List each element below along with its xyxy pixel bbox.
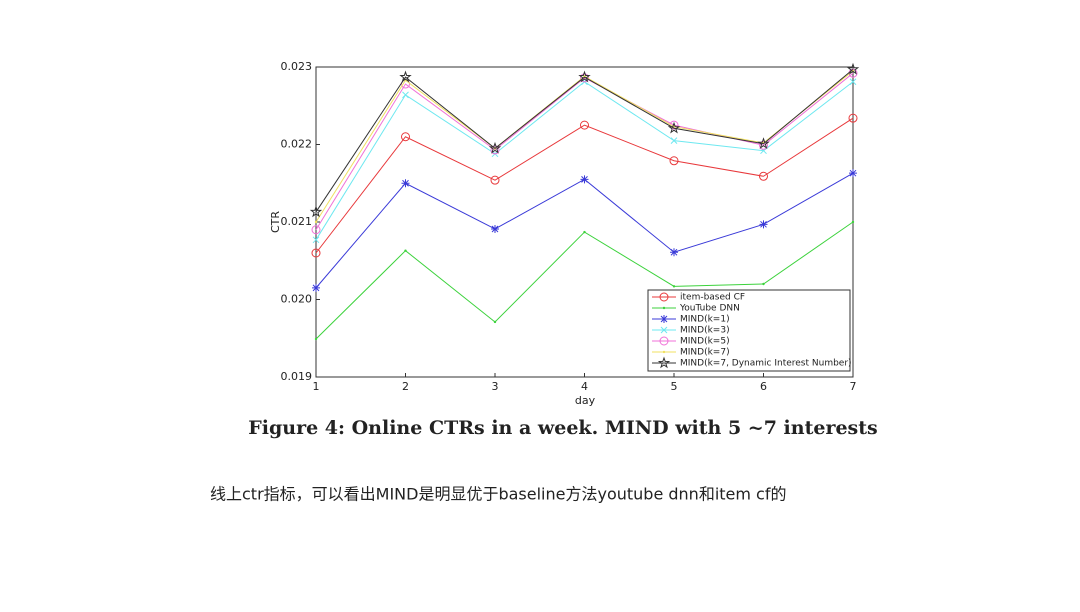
marker: [662, 350, 666, 354]
marker: [672, 285, 676, 288]
marker: [401, 132, 410, 142]
marker: [309, 205, 323, 218]
marker: [583, 230, 586, 234]
x-tick-label: 6: [760, 380, 767, 393]
marker: [399, 70, 412, 83]
x-tick-label: 1: [313, 380, 320, 393]
marker: [846, 62, 860, 75]
marker: [312, 236, 320, 244]
marker: [493, 320, 497, 324]
marker: [488, 141, 502, 154]
x-tick-label: 4: [581, 380, 588, 393]
marker: [312, 283, 320, 292]
series-line: [315, 117, 854, 254]
marker: [757, 137, 770, 150]
x-tick-label: 7: [850, 380, 857, 393]
marker: [311, 225, 321, 235]
y-tick-label: 0.020: [281, 293, 313, 306]
marker: [849, 78, 857, 86]
legend-label: MIND(k=7, Dynamic Interest Number): [680, 359, 852, 369]
marker: [851, 220, 855, 224]
marker: [491, 224, 499, 233]
legend-label: MIND(k=5): [680, 337, 730, 347]
marker: [659, 336, 669, 346]
x-axis-label: day: [575, 394, 596, 407]
marker: [670, 248, 678, 257]
marker: [490, 175, 500, 185]
y-tick-label: 0.023: [281, 60, 313, 73]
marker: [580, 120, 589, 130]
series-line: [315, 68, 854, 213]
marker: [657, 356, 671, 369]
marker: [314, 337, 318, 341]
body-text: 线上ctr指标，可以看出MIND是明显优于baseline方法youtube d…: [210, 485, 786, 504]
legend-box: [647, 289, 851, 372]
marker: [849, 169, 857, 178]
marker: [759, 171, 768, 181]
y-axis-label: CTR: [269, 211, 282, 233]
legend-label: MIND(k=7): [680, 348, 730, 358]
legend-label: YouTube DNN: [679, 304, 740, 314]
marker: [402, 91, 409, 99]
marker: [578, 70, 591, 83]
marker: [669, 120, 679, 130]
marker: [669, 156, 679, 166]
x-tick-label: 3: [492, 380, 499, 393]
y-tick-label: 0.021: [281, 215, 313, 228]
marker: [580, 73, 589, 83]
marker: [759, 220, 768, 229]
marker: [580, 175, 589, 184]
marker: [490, 145, 500, 155]
marker: [848, 113, 858, 123]
legend-label: MIND(k=1): [680, 315, 730, 325]
marker: [311, 248, 321, 258]
marker: [660, 326, 668, 334]
marker: [660, 315, 668, 323]
marker: [670, 137, 678, 144]
legend-label: MIND(k=3): [680, 326, 730, 336]
y-tick-label: 0.019: [281, 370, 313, 383]
marker: [662, 306, 666, 310]
marker: [762, 282, 765, 286]
marker: [314, 220, 318, 224]
marker: [667, 121, 681, 134]
marker: [401, 179, 410, 188]
figure-caption: Figure 4: Online CTRs in a week. MIND wi…: [248, 417, 877, 439]
marker: [759, 140, 768, 150]
legend-label: item-based CF: [680, 293, 745, 303]
marker: [404, 249, 407, 252]
y-tick-label: 0.022: [281, 138, 313, 151]
x-tick-label: 5: [671, 380, 678, 393]
x-tick-label: 2: [402, 380, 409, 393]
marker: [659, 292, 669, 302]
